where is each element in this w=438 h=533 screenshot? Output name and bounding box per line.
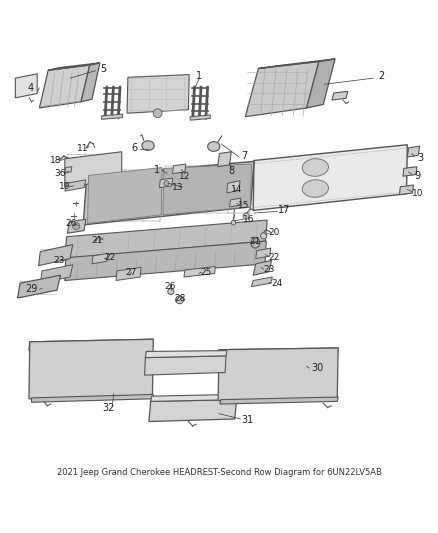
Text: 32: 32	[102, 403, 115, 414]
Ellipse shape	[302, 159, 328, 176]
Polygon shape	[218, 348, 338, 359]
Text: 28: 28	[174, 294, 185, 303]
Polygon shape	[65, 220, 267, 259]
Circle shape	[153, 109, 162, 118]
Polygon shape	[65, 241, 266, 280]
Text: 29: 29	[25, 284, 38, 294]
Polygon shape	[88, 167, 162, 223]
Polygon shape	[332, 91, 348, 100]
Text: 31: 31	[241, 415, 253, 425]
Text: 13: 13	[172, 183, 184, 192]
Text: 18: 18	[50, 156, 62, 165]
Polygon shape	[67, 219, 86, 233]
Polygon shape	[15, 74, 37, 98]
Text: 22: 22	[268, 253, 280, 262]
Polygon shape	[29, 339, 153, 399]
Polygon shape	[163, 164, 251, 215]
Text: 20: 20	[268, 228, 280, 237]
Polygon shape	[253, 260, 272, 275]
Polygon shape	[127, 75, 189, 113]
Polygon shape	[39, 245, 73, 265]
Polygon shape	[218, 152, 231, 167]
Text: 21: 21	[249, 237, 261, 246]
Circle shape	[243, 213, 249, 219]
Polygon shape	[173, 164, 186, 174]
Text: 2021 Jeep Grand Cherokee HEADREST-Second Row Diagram for 6UN22LV5AB: 2021 Jeep Grand Cherokee HEADREST-Second…	[57, 468, 381, 477]
Circle shape	[176, 296, 184, 304]
Text: 23: 23	[263, 264, 275, 273]
Polygon shape	[32, 394, 153, 402]
Polygon shape	[190, 115, 210, 120]
Text: 1: 1	[154, 165, 160, 175]
Polygon shape	[399, 185, 413, 195]
Text: 16: 16	[243, 215, 254, 224]
Polygon shape	[307, 59, 335, 108]
Polygon shape	[159, 178, 173, 188]
Text: 9: 9	[415, 171, 421, 181]
Ellipse shape	[302, 180, 328, 197]
Polygon shape	[65, 152, 122, 188]
Polygon shape	[40, 265, 73, 283]
Polygon shape	[184, 266, 215, 277]
Text: 14: 14	[231, 185, 242, 194]
Text: 12: 12	[179, 172, 191, 181]
Polygon shape	[245, 61, 319, 117]
Circle shape	[261, 233, 267, 239]
Ellipse shape	[208, 142, 220, 151]
Polygon shape	[83, 161, 254, 225]
Text: 36: 36	[55, 169, 66, 178]
Circle shape	[231, 221, 236, 225]
Polygon shape	[145, 356, 226, 375]
Text: 1: 1	[196, 70, 202, 80]
Polygon shape	[151, 394, 237, 401]
Text: 30: 30	[311, 363, 323, 373]
Text: 6: 6	[132, 143, 138, 154]
Text: 23: 23	[53, 256, 65, 265]
Text: 26: 26	[164, 282, 176, 290]
Text: 25: 25	[200, 268, 212, 277]
Polygon shape	[407, 146, 420, 157]
Polygon shape	[227, 181, 240, 193]
Polygon shape	[218, 348, 338, 400]
Ellipse shape	[142, 141, 154, 150]
Polygon shape	[39, 65, 90, 108]
Circle shape	[168, 288, 174, 295]
Polygon shape	[403, 167, 417, 176]
Text: 2: 2	[378, 71, 384, 82]
Polygon shape	[65, 167, 72, 173]
Text: 10: 10	[412, 189, 424, 198]
Text: 24: 24	[271, 279, 283, 288]
Polygon shape	[102, 114, 123, 119]
Polygon shape	[48, 63, 100, 70]
Text: 17: 17	[278, 205, 290, 215]
Polygon shape	[18, 275, 60, 298]
Circle shape	[164, 181, 169, 186]
Polygon shape	[251, 277, 272, 287]
Polygon shape	[149, 400, 237, 422]
Text: 21: 21	[92, 236, 103, 245]
Text: 8: 8	[228, 166, 234, 176]
Text: 5: 5	[100, 64, 106, 75]
Polygon shape	[220, 397, 338, 404]
Text: 27: 27	[126, 268, 137, 277]
Text: 4: 4	[28, 83, 34, 93]
Text: 3: 3	[417, 153, 424, 163]
Polygon shape	[253, 145, 407, 211]
Text: 22: 22	[104, 253, 115, 262]
Polygon shape	[65, 180, 86, 191]
Polygon shape	[230, 198, 241, 207]
Polygon shape	[116, 268, 141, 280]
Polygon shape	[29, 339, 153, 351]
Text: 15: 15	[238, 201, 249, 209]
Polygon shape	[256, 248, 271, 259]
Text: 7: 7	[241, 151, 247, 161]
Text: 26: 26	[65, 219, 77, 228]
Polygon shape	[145, 351, 227, 358]
Polygon shape	[81, 63, 100, 102]
Polygon shape	[258, 59, 335, 69]
Text: 11: 11	[77, 144, 88, 153]
Text: 19: 19	[59, 182, 71, 191]
Polygon shape	[92, 253, 108, 264]
Circle shape	[73, 223, 80, 230]
